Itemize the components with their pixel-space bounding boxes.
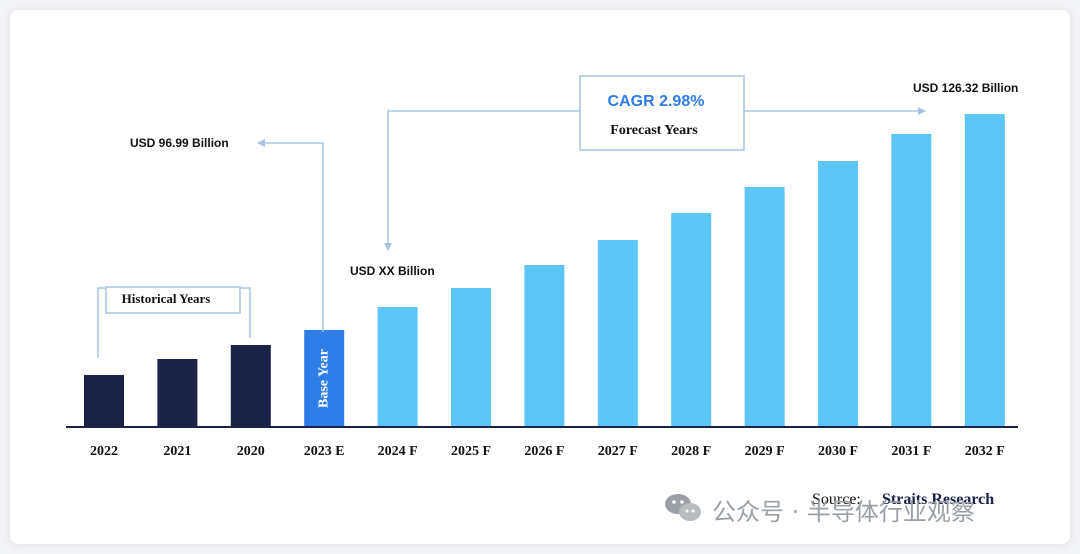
historical-bracket — [97, 287, 251, 358]
cagr-label: CAGR 2.98% — [608, 93, 705, 110]
x-tick-2030-f: 2030 F — [818, 444, 858, 459]
bar-2021 — [157, 359, 198, 427]
base-year-arrow — [257, 139, 324, 332]
x-tick-2024-f: 2024 F — [378, 444, 418, 459]
bars-group: Base Year — [84, 114, 1005, 427]
bar-2024-f — [377, 307, 418, 427]
bar-2020 — [230, 345, 271, 427]
x-tick-2028-f: 2028 F — [671, 444, 711, 459]
x-tick-2027-f: 2027 F — [598, 444, 638, 459]
historical-years-box — [105, 286, 241, 314]
x-tick-2020: 2020 — [237, 444, 265, 459]
bar-2032-f — [964, 114, 1005, 427]
watermark-text: 公众号 · 半导体行业观察 — [712, 498, 975, 526]
x-tick-2026-f: 2026 F — [524, 444, 564, 459]
usd-2023-label: USD 96.99 Billion — [130, 136, 229, 150]
forecast-arrow-left — [384, 110, 580, 251]
forecast-years-label: Forecast Years — [610, 123, 698, 138]
base-year-label: Base Year — [316, 349, 331, 408]
x-tick-2029-f: 2029 F — [745, 444, 785, 459]
bar-2025-f — [451, 288, 491, 427]
x-tick-2022: 2022 — [90, 444, 118, 459]
x-tick-2021: 2021 — [163, 444, 191, 459]
wechat-icon — [665, 494, 701, 521]
historical-years-label: Historical Years — [122, 291, 211, 306]
bar-2027-f — [597, 240, 638, 427]
x-tick-2031-f: 2031 F — [891, 444, 931, 459]
bar-2031-f — [891, 134, 932, 427]
bar-2029-f — [744, 187, 785, 427]
x-tick-2023-e: 2023 E — [304, 444, 345, 459]
usd-2032-label: USD 126.32 Billion — [913, 81, 1018, 95]
bar-2026-f — [524, 265, 565, 427]
bar-chart: Base Year 2022 2021 2020 2023 E 2024 F 2025 F… — [66, 75, 1018, 526]
source-name: Straits Research — [882, 491, 994, 508]
x-tick-2032-f: 2032 F — [965, 444, 1005, 459]
bar-2022 — [84, 375, 124, 427]
bar-2028-f — [671, 213, 712, 427]
cagr-box — [579, 75, 745, 151]
source-label: Source: — [812, 491, 861, 508]
bar-2023-e — [304, 330, 345, 427]
x-tick-2025-f: 2025 F — [451, 444, 491, 459]
x-tick-labels: 2022 2021 2020 2023 E 2024 F 2025 F 2026 F 2027… — [90, 444, 1005, 459]
usd-xx-label: USD XX Billion — [350, 264, 435, 278]
chart-frame: Base Year 2022 2021 2020 2023 E 2024 F 2025 F… — [10, 10, 1070, 544]
bar-2030-f — [818, 161, 858, 427]
